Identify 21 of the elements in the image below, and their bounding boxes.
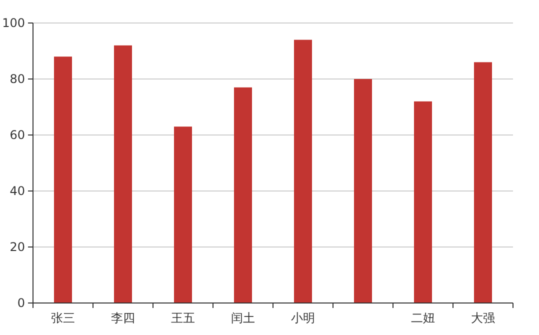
y-tick-label: 60 [10,128,25,142]
bar [294,40,312,303]
bar [414,101,432,303]
x-tick-label: 张三 [51,311,75,325]
x-tick-label: 二妞 [411,311,435,325]
y-tick-label: 20 [10,240,25,254]
bar [174,126,192,303]
x-tick-label: 闰土 [231,311,255,325]
y-tick-label: 0 [17,296,25,310]
y-tick-label: 40 [10,184,25,198]
x-tick-label: 王五 [171,311,195,325]
y-tick-label: 100 [2,16,25,30]
bar [474,62,492,303]
bar [114,45,132,303]
bar [54,56,72,303]
x-tick-label: 李四 [111,311,135,325]
x-tick-label: 大强 [471,311,495,325]
y-tick-label: 80 [10,72,25,86]
bar [234,87,252,303]
x-tick-label: 小明 [291,311,315,325]
bar [354,79,372,303]
